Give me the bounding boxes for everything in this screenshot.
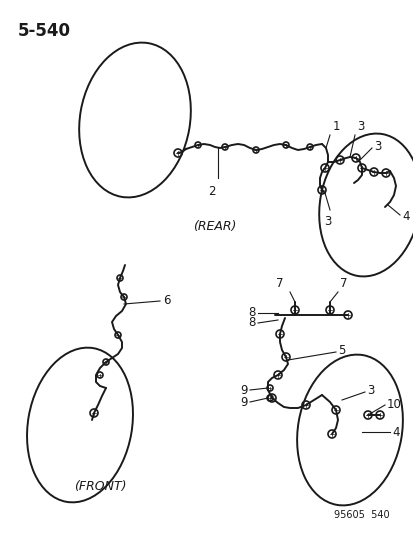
Text: 5-540: 5-540 [18, 22, 71, 40]
Text: 3: 3 [323, 215, 331, 228]
Text: 3: 3 [356, 120, 363, 133]
Text: 3: 3 [373, 141, 380, 154]
Text: 6: 6 [163, 294, 170, 306]
Text: 2: 2 [208, 185, 215, 198]
Text: 95605  540: 95605 540 [334, 510, 389, 520]
Text: 9: 9 [240, 395, 247, 408]
Text: 7: 7 [339, 277, 347, 290]
Text: 1: 1 [332, 120, 339, 133]
Text: 5: 5 [337, 344, 344, 358]
Text: 10: 10 [386, 398, 401, 410]
Text: 9: 9 [240, 384, 247, 397]
Text: 8: 8 [248, 317, 255, 329]
Text: 4: 4 [391, 425, 399, 439]
Text: 8: 8 [248, 305, 255, 319]
Text: 4: 4 [401, 209, 408, 222]
Text: (REAR): (REAR) [193, 220, 236, 233]
Text: (FRONT): (FRONT) [74, 480, 126, 493]
Text: 3: 3 [366, 384, 373, 398]
Text: 7: 7 [276, 277, 283, 290]
